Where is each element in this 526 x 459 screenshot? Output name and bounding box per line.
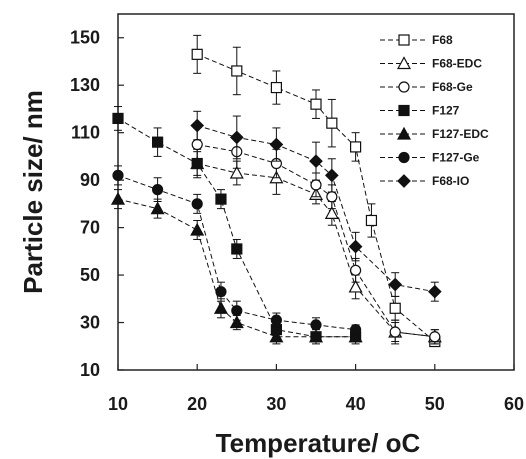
legend-item-f68-edc: F68-EDC bbox=[380, 56, 482, 71]
data-point bbox=[326, 191, 338, 203]
y-axis-title: Particle size/ nm bbox=[18, 90, 48, 294]
legend-label: F68-IO bbox=[432, 174, 469, 188]
data-point bbox=[110, 191, 126, 205]
data-point bbox=[229, 130, 244, 145]
series-layer bbox=[110, 34, 442, 348]
data-point bbox=[152, 136, 164, 148]
data-point bbox=[269, 137, 284, 152]
data-point bbox=[427, 284, 442, 299]
data-point bbox=[350, 264, 362, 276]
series-f127-ge bbox=[112, 165, 362, 336]
data-point bbox=[215, 286, 227, 298]
data-point bbox=[326, 117, 338, 129]
data-point bbox=[365, 214, 378, 227]
data-point bbox=[231, 243, 243, 255]
data-point bbox=[270, 81, 282, 94]
x-axis-unit: oC bbox=[386, 428, 421, 458]
legend-item-f127: F127 bbox=[380, 104, 460, 118]
data-point bbox=[229, 165, 244, 179]
legend-item-f68-ge: F68-Ge bbox=[380, 80, 473, 94]
legend-label: F127-Ge bbox=[432, 151, 480, 165]
data-point bbox=[348, 239, 363, 254]
series-f127-edc bbox=[110, 189, 363, 345]
y-tick-label: 110 bbox=[71, 123, 100, 143]
x-axis-title-text: Temperature/ bbox=[216, 428, 386, 458]
data-point bbox=[310, 179, 322, 191]
y-tick-label: 50 bbox=[80, 265, 100, 285]
y-tick-label: 150 bbox=[70, 28, 100, 48]
data-point bbox=[269, 329, 284, 343]
data-point bbox=[310, 319, 322, 331]
y-tick-label: 90 bbox=[80, 170, 100, 190]
data-point bbox=[270, 314, 282, 326]
legend-marker bbox=[398, 151, 410, 164]
legend-marker bbox=[396, 56, 412, 70]
data-point bbox=[229, 315, 244, 329]
y-tick-label: 70 bbox=[80, 218, 100, 238]
series-line bbox=[117, 198, 356, 338]
data-point bbox=[348, 329, 363, 343]
data-point bbox=[191, 198, 203, 210]
data-point bbox=[309, 154, 323, 168]
data-point bbox=[231, 305, 243, 317]
x-tick-label: 30 bbox=[266, 394, 286, 414]
legend-label: F68 bbox=[432, 33, 453, 47]
series-line bbox=[117, 117, 356, 338]
data-point bbox=[348, 279, 363, 293]
legend-item-f127-edc: F127-EDC bbox=[380, 126, 489, 141]
data-point bbox=[308, 329, 324, 343]
legend-label: F68-Ge bbox=[432, 80, 473, 94]
legend-marker bbox=[396, 126, 412, 140]
data-point bbox=[310, 98, 322, 110]
y-tick-label: 130 bbox=[70, 75, 100, 95]
data-point bbox=[191, 48, 203, 60]
x-tick-label: 10 bbox=[108, 394, 128, 414]
ticks: 10 20 30 40 50 60 10 30 50 70 90 110 130 150 bbox=[70, 28, 524, 414]
legend-item-f68: F68 bbox=[380, 33, 453, 47]
data-point bbox=[389, 326, 401, 338]
legend: F68 F68-EDC F68-Ge F127 F127-EDC F127-Ge F68-I… bbox=[380, 33, 489, 188]
legend-item-f127-ge: F127-Ge bbox=[380, 151, 480, 165]
data-point bbox=[324, 168, 339, 183]
series-line bbox=[197, 144, 435, 338]
series-f68-io bbox=[190, 110, 442, 302]
data-point bbox=[388, 277, 403, 292]
data-point bbox=[213, 301, 228, 314]
data-point bbox=[215, 193, 227, 205]
data-point bbox=[191, 157, 203, 170]
x-tick-label: 50 bbox=[425, 394, 445, 414]
data-point bbox=[150, 201, 165, 215]
data-point bbox=[152, 184, 164, 196]
legend-marker bbox=[398, 34, 410, 46]
data-point bbox=[190, 222, 205, 236]
legend-marker bbox=[398, 81, 410, 93]
data-point bbox=[389, 302, 401, 314]
data-point bbox=[350, 324, 362, 336]
series-line bbox=[117, 174, 356, 331]
data-point bbox=[429, 331, 441, 343]
data-point bbox=[190, 118, 205, 133]
data-point bbox=[191, 138, 203, 151]
legend-marker bbox=[398, 104, 410, 117]
series-line bbox=[197, 125, 435, 293]
legend-item-f68-io: F68-IO bbox=[380, 174, 469, 188]
y-tick-label: 30 bbox=[80, 313, 100, 333]
data-point bbox=[231, 65, 243, 77]
y-tick-label: 10 bbox=[80, 360, 100, 380]
data-point bbox=[324, 206, 339, 219]
data-point bbox=[112, 112, 124, 125]
x-tick-label: 60 bbox=[504, 394, 524, 414]
data-point bbox=[350, 141, 362, 153]
legend-marker bbox=[397, 174, 411, 188]
legend-label: F127 bbox=[432, 104, 460, 118]
x-axis-title: Temperature/ oC bbox=[216, 428, 421, 458]
legend-label: F127-EDC bbox=[432, 127, 489, 141]
x-tick-label: 40 bbox=[346, 394, 366, 414]
data-point bbox=[112, 169, 124, 181]
series-line bbox=[197, 163, 435, 338]
x-tick-label: 20 bbox=[187, 394, 207, 414]
legend-label: F68-EDC bbox=[432, 57, 482, 71]
